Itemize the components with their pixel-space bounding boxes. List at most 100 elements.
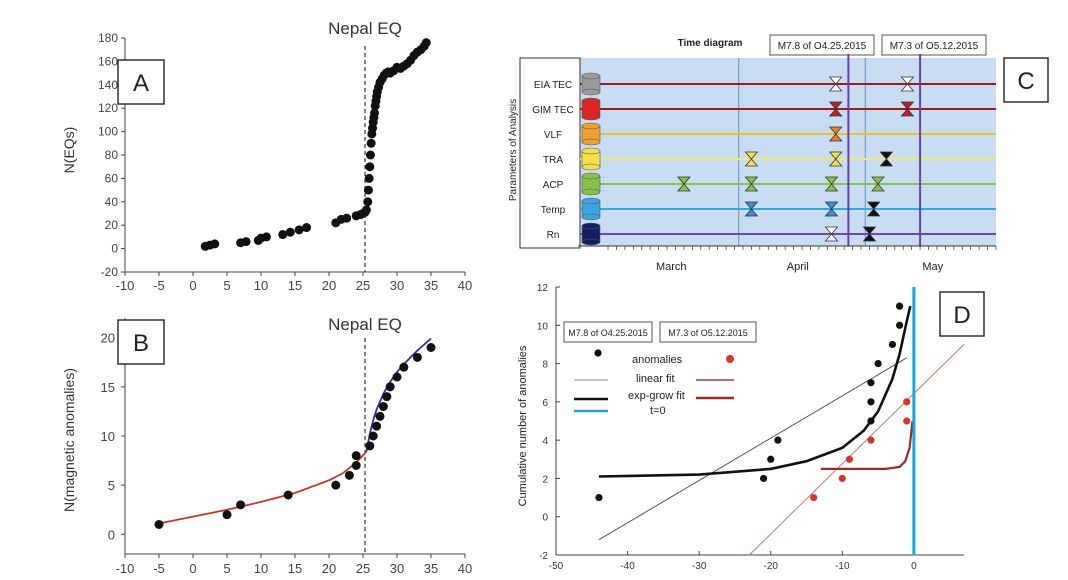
c-cylinder-bottom-icon <box>581 213 601 221</box>
d-legend-t0: t=0 <box>650 405 666 417</box>
d-x-tick-label: 0 <box>911 561 917 572</box>
d-legend-exp: exp-grow fit <box>628 390 685 402</box>
b-y-tick-label: 5 <box>108 478 115 493</box>
c-cylinder-bottom-icon <box>581 188 601 196</box>
d-y-tick-label: 4 <box>542 436 548 447</box>
c-month-label: March <box>656 261 687 273</box>
c-label-column <box>519 57 581 249</box>
a-y-tick-label: 180 <box>98 31 118 45</box>
b-data-point <box>385 382 395 392</box>
a-x-tick-label: 15 <box>288 278 302 293</box>
b-data-point <box>351 461 361 470</box>
b-y-tick-label: 10 <box>101 429 115 444</box>
d-black-point <box>874 359 882 368</box>
a-data-point <box>361 205 371 215</box>
c-hourglass-marker <box>677 176 691 192</box>
a-data-point <box>364 173 374 183</box>
c-cylinder-bottom-icon <box>581 238 601 246</box>
a-y-tick-label: -20 <box>101 265 119 279</box>
c-hourglass-marker <box>828 126 843 142</box>
d-x-tick-label: -40 <box>620 561 635 572</box>
c-cylinder-bottom-icon <box>581 138 601 146</box>
b-data-point <box>426 343 436 352</box>
d-red-exp-fit <box>820 420 914 470</box>
d-red-point <box>867 436 875 444</box>
b-data-point <box>365 441 375 451</box>
a-y-tick-label: 0 <box>111 242 118 256</box>
b-data-point <box>378 402 388 411</box>
a-data-point <box>278 230 288 240</box>
c-cylinder-bottom-icon <box>581 88 601 96</box>
c-hourglass-marker <box>744 151 759 167</box>
a-x-tick-label: -10 <box>116 278 135 293</box>
a-y-tick-label: 40 <box>105 195 119 209</box>
c-panel-label: C <box>1017 68 1034 95</box>
c-cylinder-top-icon <box>581 147 601 155</box>
d-x-tick-label: -50 <box>549 561 564 572</box>
b-panel-box <box>117 319 165 365</box>
b-title: Nepal EQ <box>328 315 402 334</box>
d-y-tick-label: 6 <box>542 398 548 409</box>
d-red-point <box>903 417 911 425</box>
d-y-tick-label: 2 <box>542 474 548 485</box>
c-event-label: M7.8 of O4.25.2015 <box>778 41 867 52</box>
d-black-point <box>867 417 875 425</box>
a-x-tick-label: 5 <box>223 278 230 293</box>
c-cylinder-top-icon <box>581 172 601 180</box>
a-y-tick-label: 140 <box>98 78 118 92</box>
b-data-point <box>399 362 409 372</box>
d-panel-box <box>939 291 985 337</box>
d-x-tick-label: -20 <box>764 561 779 572</box>
d-event-label: M7.3 of O5.12.2015 <box>668 328 748 338</box>
b-x-tick-label: 20 <box>322 561 336 576</box>
c-cylinder-bottom-icon <box>581 113 601 121</box>
b-data-point <box>392 372 402 382</box>
b-x-tick-label: 30 <box>390 561 404 576</box>
d-legend-red-marker <box>726 355 734 363</box>
d-red-point <box>903 398 911 406</box>
b-data-point <box>236 500 246 510</box>
b-x-tick-label: 35 <box>424 561 438 576</box>
b-data-point <box>344 470 354 480</box>
b-x-tick-label: 15 <box>288 561 302 576</box>
d-red-point <box>810 493 818 502</box>
c-cylinder-top-icon <box>581 97 601 105</box>
a-panel-box <box>117 59 165 105</box>
d-y-axis-label: Cumulative number of anomalies <box>517 345 529 506</box>
c-hourglass-marker <box>744 201 759 217</box>
c-row-label: Temp <box>541 205 566 216</box>
d-black-point <box>895 302 904 310</box>
c-row-label: TRA <box>543 155 563 166</box>
b-data-point <box>283 490 293 500</box>
c-hourglass-marker <box>828 151 843 167</box>
d-black-linear-fit <box>598 357 907 541</box>
c-hourglass-marker <box>828 101 843 117</box>
a-data-point <box>365 150 375 160</box>
b-fit-curve-red <box>158 451 368 525</box>
c-event-label-box <box>881 34 987 56</box>
a-data-point <box>241 237 251 247</box>
c-month-label: May <box>922 261 943 273</box>
c-hourglass-marker <box>824 176 839 192</box>
a-y-tick-label: 100 <box>98 125 118 139</box>
b-data-point <box>412 352 422 362</box>
b-x-tick-label: -10 <box>116 561 135 576</box>
c-event-label: M7.3 of O5.12.2015 <box>890 41 979 52</box>
a-x-tick-label: 30 <box>390 278 404 293</box>
a-x-tick-label: 40 <box>458 278 472 293</box>
d-black-point <box>767 455 775 463</box>
b-data-point <box>382 392 392 402</box>
c-hourglass-marker <box>862 226 877 242</box>
b-data-point <box>351 451 361 461</box>
b-data-point <box>154 520 164 529</box>
a-data-point <box>421 38 431 48</box>
c-panel-box <box>1003 57 1049 103</box>
c-row-label: ACP <box>543 180 564 191</box>
a-x-tick-label: 35 <box>424 278 438 293</box>
d-y-tick-label: 10 <box>537 321 549 332</box>
c-cylinder-bottom-icon <box>581 163 601 171</box>
c-hourglass-marker <box>871 176 885 192</box>
d-black-exp-fit <box>598 305 912 478</box>
b-x-tick-label: 25 <box>356 561 370 576</box>
a-data-point <box>366 138 376 148</box>
